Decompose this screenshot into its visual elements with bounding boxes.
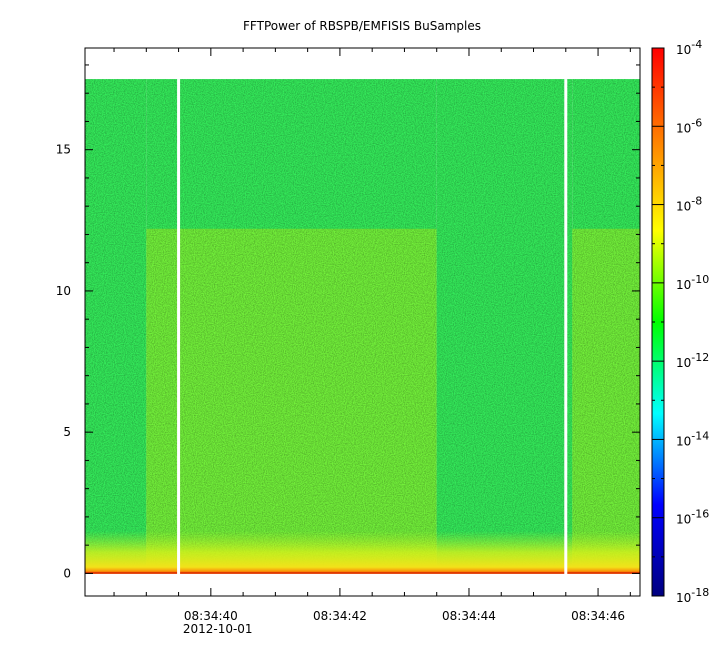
colorbar-tick-label: 10-8 bbox=[676, 195, 702, 214]
spectrogram-noise bbox=[85, 79, 640, 574]
x-tick-label: 08:34:40 bbox=[184, 609, 238, 623]
colorbar-tick-label: 10-16 bbox=[676, 508, 709, 527]
spectrogram-cells bbox=[85, 79, 640, 574]
y-tick-label: 0 bbox=[63, 566, 71, 580]
colorbar-gradient bbox=[652, 48, 664, 596]
y-tick-label: 5 bbox=[63, 425, 71, 439]
data-gap bbox=[177, 79, 181, 575]
y-tick-label: 15 bbox=[56, 143, 71, 157]
colorbar-tick-label: 10-14 bbox=[676, 429, 709, 448]
colorbar-tick-label: 10-4 bbox=[676, 38, 702, 57]
colorbar-tick-label: 10-10 bbox=[676, 273, 709, 292]
x-tick-label: 08:34:42 bbox=[313, 609, 367, 623]
y-tick-label: 10 bbox=[56, 284, 71, 298]
data-gaps bbox=[177, 79, 568, 575]
data-gap bbox=[564, 79, 568, 575]
spectrogram-zero-line bbox=[85, 571, 640, 574]
spectrogram-low-frequency-band bbox=[85, 531, 640, 574]
y-axis: 0 5 10 15 bbox=[56, 64, 640, 580]
chart-title: FFTPower of RBSPB/EMFISIS BuSamples bbox=[243, 19, 481, 33]
colorbar-tick-label: 10-6 bbox=[676, 116, 702, 135]
colorbar: 10-4 10-6 10-8 10-10 10-12 10-14 10-16 10-18 bbox=[651, 38, 709, 605]
colorbar-tick-label: 10-18 bbox=[676, 586, 709, 605]
colorbar-ticks: 10-4 10-6 10-8 10-10 10-12 10-14 10-16 10-18 bbox=[652, 38, 709, 605]
x-tick-label: 08:34:46 bbox=[571, 609, 625, 623]
x-date-label: 2012-10-01 bbox=[183, 622, 253, 636]
colorbar-tick-label: 10-12 bbox=[676, 351, 709, 370]
x-tick-label: 08:34:44 bbox=[442, 609, 496, 623]
x-axis: 08:34:40 08:34:42 08:34:44 08:34:46 2012-10-… bbox=[113, 48, 631, 636]
plot-frame bbox=[84, 47, 641, 597]
plot-area bbox=[84, 47, 641, 597]
